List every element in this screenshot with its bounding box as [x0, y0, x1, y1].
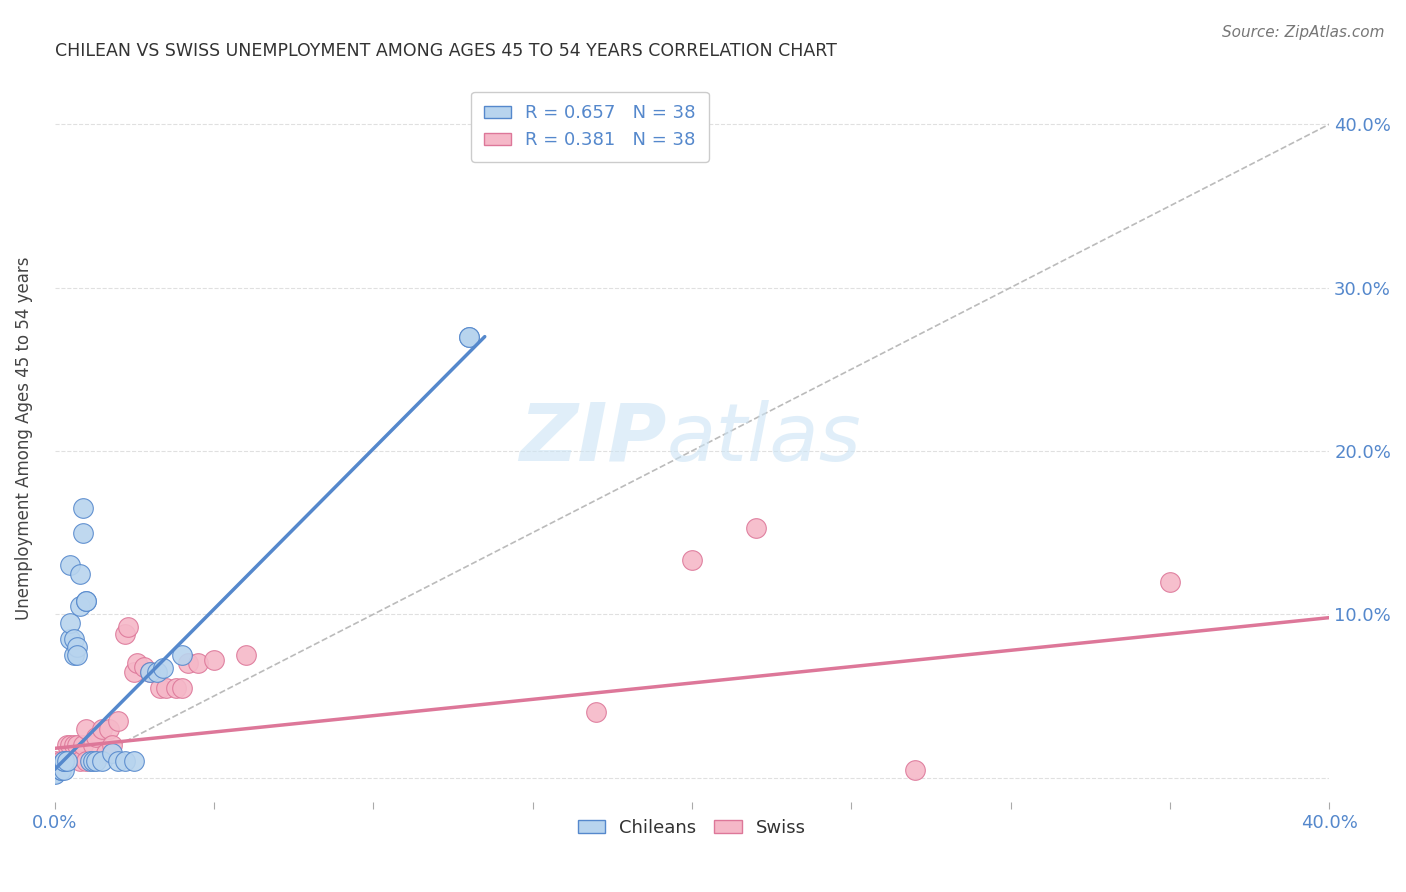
Point — [79, 755, 101, 769]
Point — [72, 525, 94, 540]
Point — [235, 648, 257, 663]
Point — [62, 738, 84, 752]
Point — [187, 657, 209, 671]
Point — [139, 665, 162, 679]
Point — [84, 755, 107, 769]
Point — [170, 681, 193, 695]
Point — [44, 765, 66, 780]
Point — [69, 755, 91, 769]
Point — [44, 763, 66, 777]
Point — [127, 657, 149, 671]
Point — [62, 648, 84, 663]
Point — [101, 746, 124, 760]
Point — [155, 681, 177, 695]
Point — [1159, 574, 1181, 589]
Point — [457, 329, 479, 343]
Point — [82, 738, 104, 752]
Point — [744, 521, 766, 535]
Point — [107, 755, 129, 769]
Point — [44, 755, 66, 769]
Point — [44, 763, 66, 777]
Legend: Chileans, Swiss: Chileans, Swiss — [571, 812, 813, 844]
Point — [66, 648, 89, 663]
Point — [170, 648, 193, 663]
Text: atlas: atlas — [666, 400, 860, 478]
Text: CHILEAN VS SWISS UNEMPLOYMENT AMONG AGES 45 TO 54 YEARS CORRELATION CHART: CHILEAN VS SWISS UNEMPLOYMENT AMONG AGES… — [55, 42, 837, 60]
Point — [97, 722, 120, 736]
Point — [72, 501, 94, 516]
Point — [91, 722, 114, 736]
Point — [202, 653, 225, 667]
Point — [145, 665, 167, 679]
Point — [56, 755, 79, 769]
Point — [44, 767, 66, 781]
Point — [59, 632, 82, 646]
Point — [107, 714, 129, 728]
Point — [53, 763, 76, 777]
Point — [75, 594, 97, 608]
Point — [101, 738, 124, 752]
Point — [59, 558, 82, 573]
Point — [585, 706, 607, 720]
Point — [139, 665, 162, 679]
Point — [457, 329, 479, 343]
Y-axis label: Unemployment Among Ages 45 to 54 years: Unemployment Among Ages 45 to 54 years — [15, 257, 32, 621]
Point — [49, 755, 72, 769]
Point — [53, 755, 76, 769]
Point — [66, 640, 89, 654]
Point — [152, 661, 174, 675]
Point — [44, 763, 66, 777]
Point — [122, 665, 145, 679]
Point — [69, 566, 91, 581]
Point — [165, 681, 187, 695]
Point — [49, 763, 72, 777]
Point — [75, 755, 97, 769]
Point — [681, 553, 703, 567]
Point — [84, 730, 107, 744]
Point — [59, 615, 82, 630]
Point — [177, 657, 200, 671]
Text: Source: ZipAtlas.com: Source: ZipAtlas.com — [1222, 25, 1385, 40]
Point — [132, 659, 155, 673]
Point — [114, 627, 136, 641]
Point — [94, 746, 117, 760]
Point — [66, 738, 89, 752]
Point — [62, 632, 84, 646]
Text: ZIP: ZIP — [519, 400, 666, 478]
Point — [75, 594, 97, 608]
Point — [117, 620, 139, 634]
Point — [114, 755, 136, 769]
Point — [75, 722, 97, 736]
Point — [49, 763, 72, 777]
Point — [122, 755, 145, 769]
Point — [44, 765, 66, 780]
Point — [91, 755, 114, 769]
Point — [44, 763, 66, 777]
Point — [56, 738, 79, 752]
Point — [59, 738, 82, 752]
Point — [149, 681, 172, 695]
Point — [904, 763, 927, 777]
Point — [72, 738, 94, 752]
Point — [53, 755, 76, 769]
Point — [69, 599, 91, 614]
Point — [82, 755, 104, 769]
